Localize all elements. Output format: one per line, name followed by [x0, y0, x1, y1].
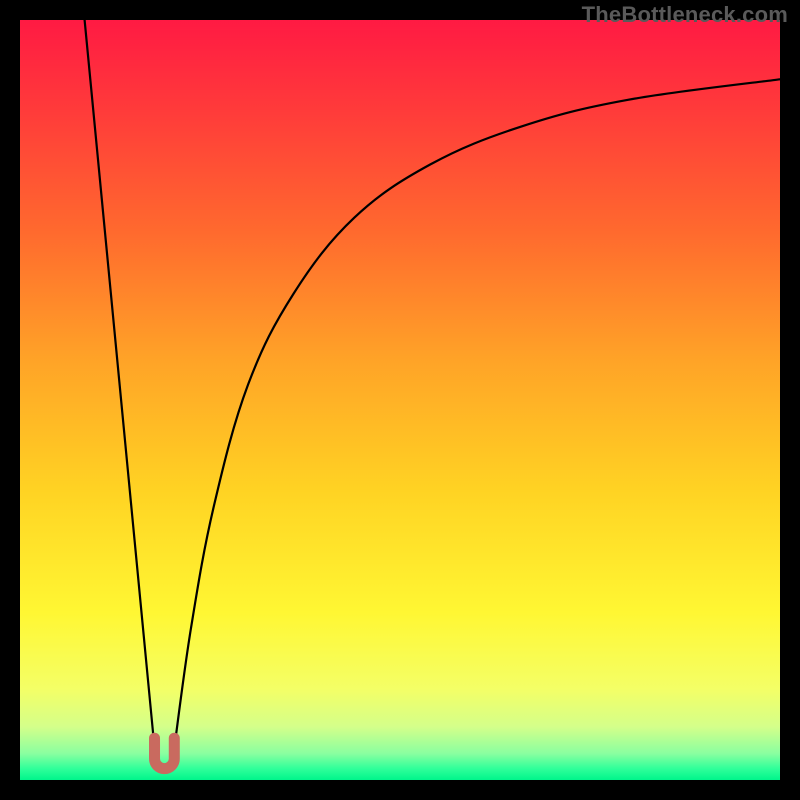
bottleneck-chart	[0, 0, 800, 800]
plot-background	[20, 20, 780, 780]
watermark-text: TheBottleneck.com	[582, 2, 788, 28]
chart-canvas: TheBottleneck.com	[0, 0, 800, 800]
